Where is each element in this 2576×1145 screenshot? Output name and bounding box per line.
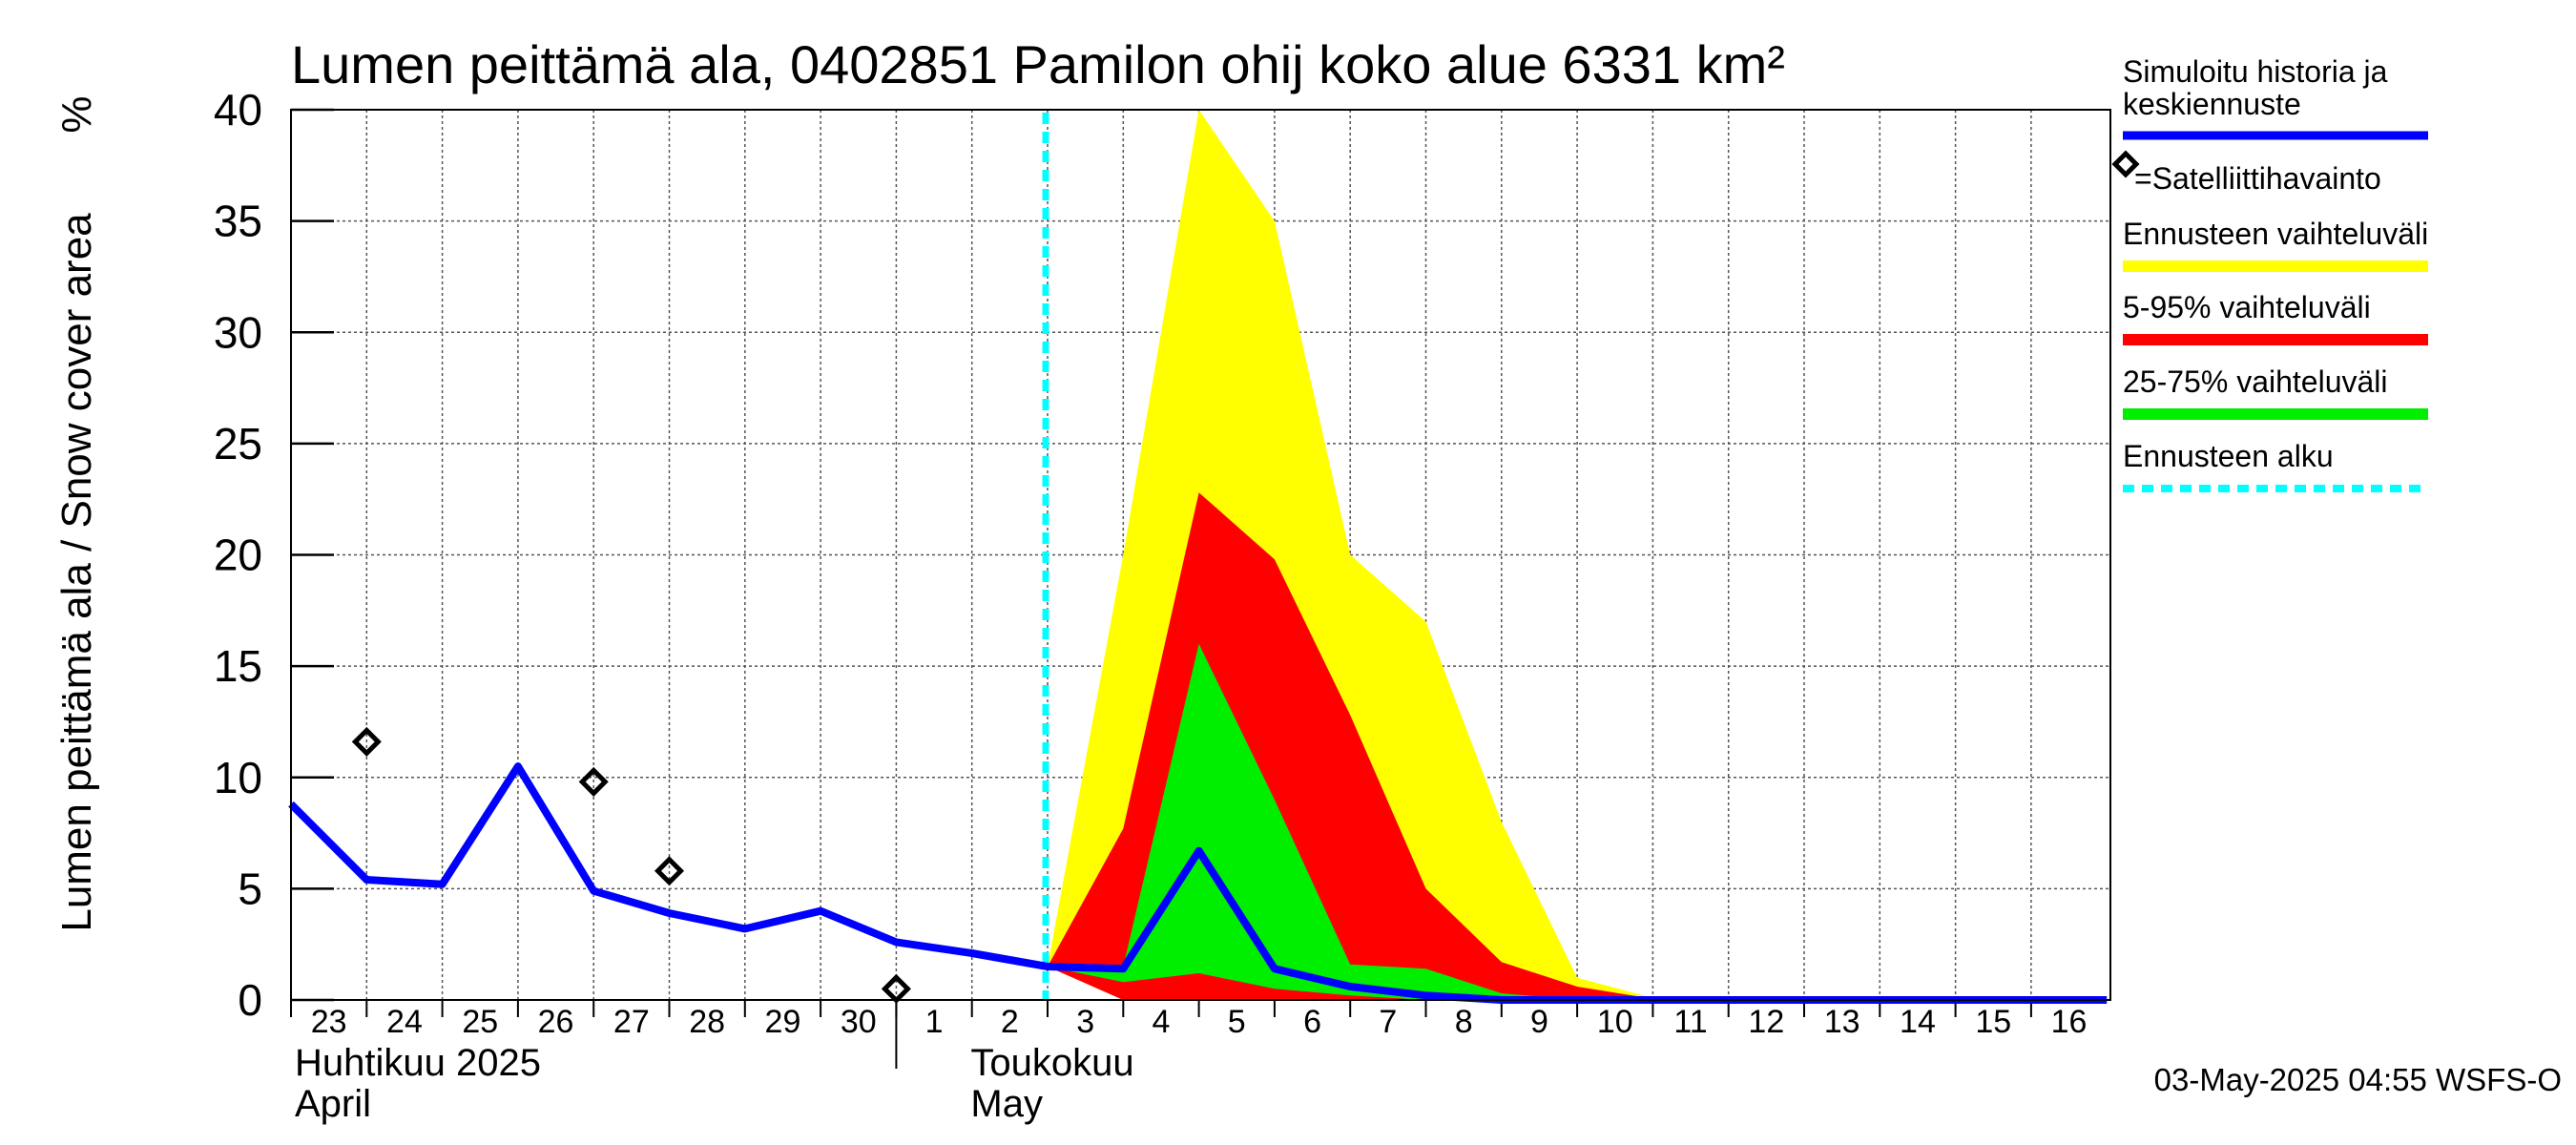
legend-label: Ennusteen vaihteluväli [2123, 217, 2428, 251]
y-tick-label: 0 [238, 975, 262, 1025]
satellite-observation-point [351, 726, 382, 757]
x-tick-label: 29 [765, 1004, 801, 1040]
month-label: Huhtikuu 2025 [295, 1042, 541, 1084]
satellite-observation-point [654, 856, 685, 886]
x-tick-label: 12 [1748, 1004, 1784, 1040]
x-tick-label: 4 [1152, 1004, 1170, 1040]
month-label-en: May [970, 1083, 1043, 1125]
x-tick-label: 9 [1530, 1004, 1548, 1040]
x-tick-label: 3 [1076, 1004, 1094, 1040]
x-tick-label: 15 [1975, 1004, 2011, 1040]
x-tick-label: 23 [311, 1004, 347, 1040]
y-tick-label: 5 [238, 864, 262, 913]
x-tick-label: 25 [462, 1004, 498, 1040]
legend-label: =Satelliittihavainto [2134, 161, 2381, 196]
legend-label: Ennusteen alku [2123, 439, 2334, 473]
x-tick-label: 1 [925, 1004, 944, 1040]
legend-label: 5-95% vaihteluväli [2123, 290, 2371, 324]
x-tick-label: 14 [1900, 1004, 1936, 1040]
y-tick-label: 30 [214, 307, 262, 357]
y-axis-unit: % [53, 95, 100, 133]
x-tick-label: 30 [841, 1004, 877, 1040]
y-tick-label: 40 [214, 85, 262, 135]
x-tick-label: 6 [1303, 1004, 1321, 1040]
legend-label: Simuloitu historia ja [2123, 54, 2388, 89]
timestamp-footer: 03-May-2025 04:55 WSFS-O [2154, 1062, 2562, 1097]
x-tick-label: 7 [1379, 1004, 1397, 1040]
x-tick-label: 24 [386, 1004, 423, 1040]
y-tick-label: 20 [214, 531, 262, 580]
x-tick-label: 2 [1001, 1004, 1019, 1040]
x-tick-label: 5 [1228, 1004, 1246, 1040]
plot-frame [290, 109, 2111, 1001]
x-tick-label: 26 [538, 1004, 574, 1040]
legend-diamond-icon [2111, 150, 2140, 178]
month-label-en: April [295, 1083, 371, 1125]
month-label: Toukokuu [970, 1042, 1133, 1084]
y-tick-label: 10 [214, 753, 262, 802]
forecast-band [1048, 643, 1729, 1000]
legend-label: 25-75% vaihteluväli [2123, 364, 2388, 399]
x-tick-label: 10 [1597, 1004, 1633, 1040]
y-tick-label: 35 [214, 197, 262, 246]
x-tick-label: 8 [1455, 1004, 1473, 1040]
y-tick-label: 25 [214, 419, 262, 468]
x-tick-label: 27 [613, 1004, 650, 1040]
x-tick-label: 16 [2051, 1004, 2088, 1040]
satellite-observation-point [578, 766, 609, 797]
chart-title: Lumen peittämä ala, 0402851 Pamilon ohij… [291, 34, 1785, 94]
y-axis-label: Lumen peittämä ala / Snow cover area [53, 213, 100, 932]
y-tick-label: 15 [214, 641, 262, 691]
x-tick-label: 13 [1824, 1004, 1860, 1040]
x-tick-label: 11 [1673, 1004, 1707, 1040]
legend-label: keskiennuste [2123, 87, 2301, 121]
x-tick-label: 28 [689, 1004, 725, 1040]
